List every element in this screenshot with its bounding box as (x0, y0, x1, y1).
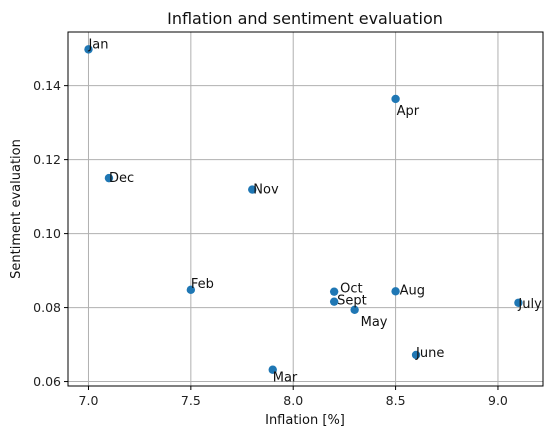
x-axis-label: Inflation [%] (265, 413, 345, 428)
scatter-point-dec (104, 173, 114, 183)
y-axis-label: Sentiment evaluation (9, 139, 24, 279)
point-label-mar: Mar (273, 371, 298, 386)
point-label-nov: Nov (253, 183, 279, 198)
chart-title: Inflation and sentiment evaluation (167, 9, 443, 28)
point-label-jan: Jan (87, 37, 108, 52)
grid-lines (68, 32, 543, 386)
point-label-feb: Feb (191, 277, 214, 292)
scatter-point-apr (391, 94, 400, 104)
scatter-point-oct (329, 287, 339, 296)
point-label-oct: Oct (340, 282, 362, 297)
scatter-point-june (411, 350, 421, 360)
scatter-point-may (350, 305, 359, 314)
x-tick-label: 9.0 (488, 393, 508, 408)
y-tick-label: 0.08 (33, 300, 61, 315)
scatter-point-nov (248, 185, 257, 194)
x-tick-label: 8.0 (283, 393, 303, 408)
point-label-june: June (415, 346, 444, 361)
y-tick-label: 0.14 (33, 78, 61, 93)
x-tick-label: 7.0 (79, 393, 99, 408)
scatter-point-jan (84, 45, 93, 54)
point-label-aug: Aug (400, 283, 425, 298)
scatter-point-sept (329, 297, 339, 306)
scatter-point-feb (186, 285, 196, 295)
point-label-apr: Apr (397, 104, 420, 119)
scatter-point-mar (268, 365, 277, 374)
point-label-may: May (361, 315, 388, 330)
point-label-sept: Sept (337, 294, 367, 309)
point-label-july: July (517, 297, 542, 312)
y-tick-label: 0.10 (33, 226, 61, 241)
plot-frame (67, 31, 544, 387)
x-tick-label: 8.5 (386, 393, 406, 408)
x-tick-label: 7.5 (181, 393, 201, 408)
axis-ticks: 7.0 7.5 8.0 8.5 9.0 0.06 0.08 0.10 0.12 0.14 (33, 78, 508, 408)
y-tick-label: 0.12 (33, 152, 61, 167)
scatter-point-aug (391, 287, 400, 296)
y-tick-label: 0.06 (33, 374, 61, 389)
point-label-dec: Dec (109, 171, 134, 186)
scatter-point-july (514, 298, 523, 307)
